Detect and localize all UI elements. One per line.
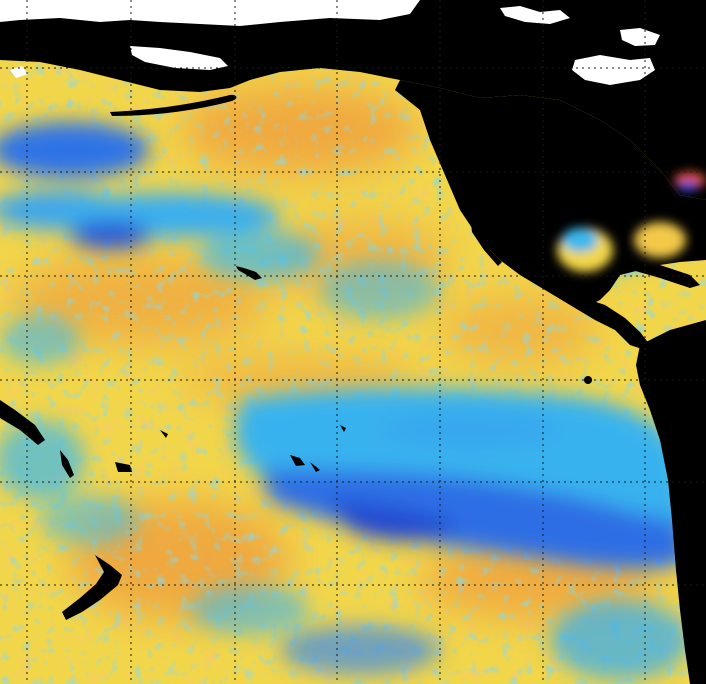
arctic-land (0, 0, 706, 200)
south-america (636, 320, 706, 684)
melanesia-islands (0, 400, 45, 445)
central-america (545, 290, 650, 350)
canada-ice (572, 55, 655, 85)
bering-ice (130, 46, 228, 70)
new-zealand (62, 555, 122, 620)
aleutian-islands (110, 94, 237, 116)
ice-layer (0, 0, 660, 85)
great-lakes-anomaly (674, 172, 706, 191)
baffin-ice (500, 6, 570, 24)
gulf-of-mexico (557, 222, 686, 272)
hawaiian-islands (236, 266, 262, 280)
ice-floe (10, 66, 28, 78)
greenland-ice (620, 28, 660, 46)
baja-california (470, 215, 502, 266)
equatorial-cold-tongue (234, 388, 690, 569)
caribbean-islands (620, 262, 700, 288)
north-america (395, 80, 706, 305)
arctic-ice (0, 0, 420, 26)
